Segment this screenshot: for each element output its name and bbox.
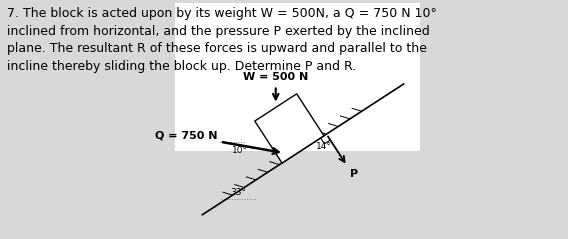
Polygon shape — [255, 94, 324, 163]
Text: 7. The block is acted upon by its weight W = 500N, a Q = 750 N 10°
inclined from: 7. The block is acted upon by its weight… — [7, 7, 437, 72]
Text: P: P — [350, 169, 358, 179]
Text: Q = 750 N: Q = 750 N — [156, 131, 218, 141]
Text: 10°: 10° — [232, 146, 248, 155]
Text: 33°: 33° — [230, 189, 246, 197]
Text: W = 500 N: W = 500 N — [243, 72, 308, 82]
Bar — [175, 3, 420, 151]
Text: 14°: 14° — [316, 142, 332, 151]
